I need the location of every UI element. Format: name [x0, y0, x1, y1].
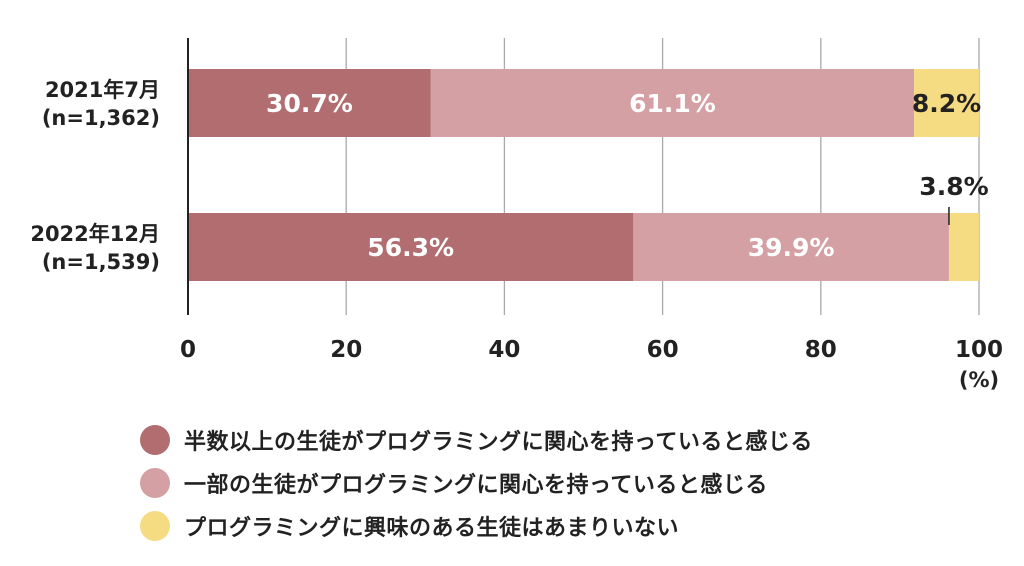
- legend-item-majority: 半数以上の生徒がプログラミングに関心を持っていると感じる: [140, 418, 813, 461]
- category-label: (n=1,362): [42, 106, 160, 130]
- legend: 半数以上の生徒がプログラミングに関心を持っていると感じる 一部の生徒がプログラミ…: [140, 418, 813, 547]
- bar-segment: [188, 69, 431, 137]
- x-tick-label: 100: [955, 337, 1003, 363]
- data-label: 30.7%: [266, 89, 353, 118]
- x-tick-label: 20: [330, 337, 362, 363]
- data-label: 61.1%: [629, 89, 716, 118]
- data-label: 3.8%: [919, 172, 988, 201]
- bar-segment: [948, 213, 979, 281]
- x-tick-label: 40: [488, 337, 520, 363]
- bar-segment: [430, 69, 915, 137]
- x-tick-label: 80: [805, 337, 837, 363]
- legend-swatch-some: [140, 467, 170, 498]
- legend-swatch-few: [140, 510, 170, 541]
- data-label: 39.9%: [748, 233, 835, 262]
- data-label: 56.3%: [367, 233, 454, 262]
- x-tick-label: 60: [647, 337, 679, 363]
- data-label: 8.2%: [912, 89, 981, 118]
- legend-swatch-majority: [140, 424, 170, 455]
- bar-chart: 30.7% 61.1% 8.2% 2021年7月 (n=1,362) 56.3% 39.9%…: [30, 38, 1003, 392]
- category-label: (n=1,539): [42, 250, 160, 274]
- x-tick-label: 0: [180, 337, 196, 363]
- legend-item-some: 一部の生徒がプログラミングに関心を持っていると感じる: [140, 461, 813, 504]
- legend-item-few: プログラミングに興味のある生徒はあまりいない: [140, 504, 813, 547]
- legend-label-some: 一部の生徒がプログラミングに関心を持っていると感じる: [184, 472, 768, 498]
- bar-segment: [188, 213, 634, 281]
- category-label: 2022年12月: [30, 222, 160, 246]
- bar-segment: [633, 213, 949, 281]
- legend-label-few: プログラミングに興味のある生徒はあまりいない: [184, 515, 680, 541]
- category-label: 2021年7月: [45, 78, 160, 102]
- bar-segment: [914, 69, 979, 137]
- x-unit-label: (%): [959, 368, 999, 392]
- legend-label-majority: 半数以上の生徒がプログラミングに関心を持っていると感じる: [184, 429, 813, 455]
